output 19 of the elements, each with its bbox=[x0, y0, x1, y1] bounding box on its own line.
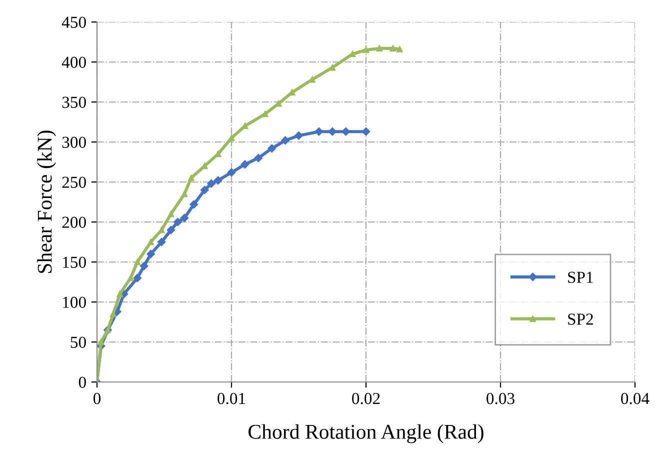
x-tick-label: 0 bbox=[93, 392, 101, 404]
x-tick-label: 0.04 bbox=[621, 392, 650, 404]
legend-label: SP2 bbox=[568, 314, 593, 325]
y-tick-label: 400 bbox=[62, 56, 86, 68]
y-tick-label: 50 bbox=[70, 336, 86, 348]
y-tick-label: 0 bbox=[78, 376, 86, 388]
y-tick-label: 200 bbox=[62, 216, 86, 228]
x-axis-title: Chord Rotation Angle (Rad) bbox=[248, 424, 484, 444]
x-tick-label: 0.02 bbox=[352, 392, 380, 404]
y-axis-title: Shear Force (kN) bbox=[37, 130, 56, 273]
x-tick-label: 0.03 bbox=[486, 392, 514, 404]
y-tick-label: 450 bbox=[62, 16, 86, 28]
x-tick-label: 0.01 bbox=[218, 392, 246, 404]
y-tick-label: 250 bbox=[62, 176, 86, 188]
y-tick-label: 100 bbox=[63, 296, 86, 308]
y-tick-label: 150 bbox=[63, 256, 86, 268]
y-tick-label: 300 bbox=[62, 136, 86, 148]
y-tick-label: 350 bbox=[62, 96, 86, 108]
legend-label: SP1 bbox=[568, 272, 593, 283]
